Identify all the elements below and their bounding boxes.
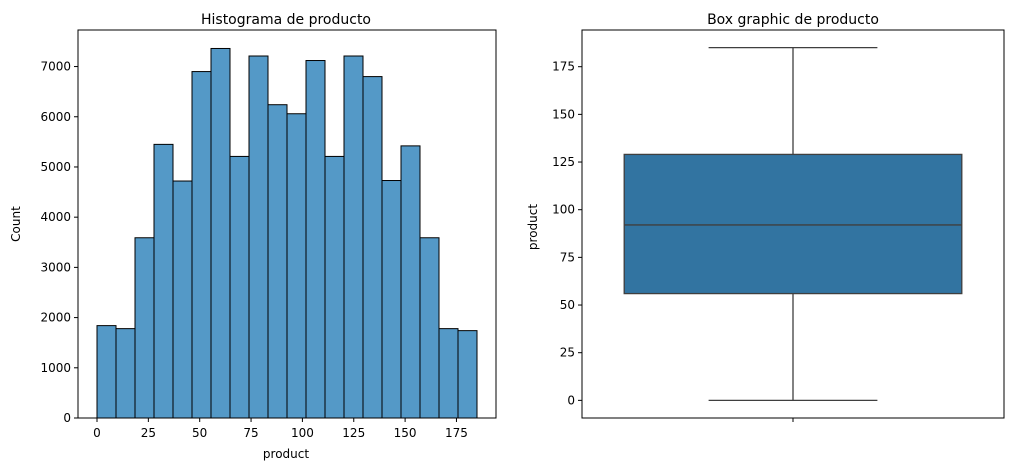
- histogram-bar: [96, 325, 117, 419]
- boxplot-box: [623, 153, 963, 295]
- histogram-bar: [286, 113, 307, 419]
- histogram-x-tick-label: 50: [192, 426, 207, 440]
- histogram-y-axis: 0 1000 2000 3000 4000 5000 6000 7000: [40, 60, 78, 425]
- histogram-bar: [381, 180, 402, 419]
- histogram-x-tick-label: 0: [93, 426, 101, 440]
- histogram-bar: [267, 104, 288, 419]
- histogram-bar: [229, 155, 250, 419]
- histogram-title: Histograma de producto: [201, 12, 371, 28]
- boxplot-y-tick-label: 25: [560, 346, 575, 360]
- histogram-x-tick-label: 125: [342, 426, 365, 440]
- histogram-y-tick-label: 1000: [40, 361, 71, 375]
- boxplot-y-tick-label: 50: [560, 298, 575, 312]
- boxplot-y-tick-label: 175: [552, 60, 575, 74]
- histogram-y-tick-label: 4000: [40, 210, 71, 224]
- histogram-x-axis: 0 25 50 75 100 125 150 175: [93, 418, 468, 440]
- histogram-panel: Histograma de producto 01000200030004000…: [9, 12, 497, 461]
- boxplot-y-tick-label: 0: [567, 393, 575, 407]
- boxplot-y-tick-label: 75: [560, 250, 575, 264]
- boxplot-y-label: product: [526, 204, 540, 250]
- histogram-bar: [191, 71, 212, 419]
- histogram-x-tick-label: 150: [394, 426, 417, 440]
- histogram-y-tick-label: 3000: [40, 260, 71, 274]
- histogram-bar: [419, 237, 440, 419]
- histogram-y-label: Count: [9, 206, 23, 242]
- histogram-bars: [96, 47, 478, 419]
- histogram-bar: [305, 60, 326, 419]
- histogram-bar: [134, 237, 155, 419]
- boxplot-y-tick-label: 125: [552, 155, 575, 169]
- histogram-bar: [248, 55, 269, 419]
- histogram-bar: [438, 328, 459, 419]
- histogram-x-tick-label: 175: [445, 426, 468, 440]
- histogram-bar: [324, 155, 345, 419]
- boxplot-marks: [623, 46, 963, 402]
- histogram-y-tick-label: 2000: [40, 311, 71, 325]
- histogram-bar: [400, 145, 421, 419]
- histogram-y-tick-label: 0: [63, 411, 71, 425]
- histogram-x-tick-label: 100: [291, 426, 314, 440]
- histogram-x-tick-label: 25: [141, 426, 156, 440]
- boxplot-panel: Box graphic de producto 0 25 50 75 100 125 150…: [526, 12, 1005, 422]
- histogram-bar: [457, 330, 478, 419]
- histogram-bar: [210, 47, 231, 419]
- histogram-bar: [172, 180, 193, 419]
- histogram-frame: [77, 29, 497, 419]
- histogram-bar: [343, 55, 364, 419]
- histogram-y-tick-label: 7000: [40, 60, 71, 74]
- histogram-bar: [153, 143, 174, 419]
- histogram-y-tick-label: 6000: [40, 110, 71, 124]
- boxplot-y-tick-label: 100: [552, 203, 575, 217]
- boxplot-y-axis: 0 25 50 75 100 125 150 175: [552, 60, 582, 407]
- histogram-y-tick-label: 5000: [40, 160, 71, 174]
- histogram-bar: [362, 76, 383, 419]
- histogram-x-tick-label: 75: [243, 426, 258, 440]
- boxplot-title: Box graphic de producto: [707, 12, 879, 28]
- boxplot-y-tick-label: 150: [552, 107, 575, 121]
- histogram-x-label: product: [263, 447, 309, 461]
- histogram-bar: [115, 328, 136, 419]
